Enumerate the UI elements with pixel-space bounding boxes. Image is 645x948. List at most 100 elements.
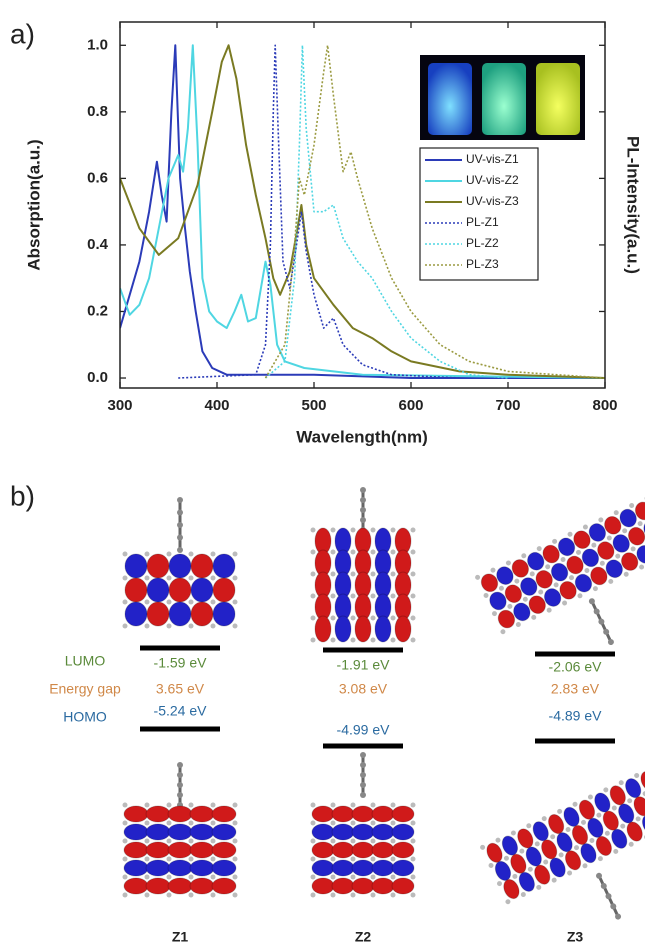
y-axis-title: Absorption(a.u.) (24, 139, 43, 270)
orbital-lobe (211, 823, 237, 841)
lumo-value: -1.91 eV (337, 657, 391, 673)
orbital-lobe (351, 805, 375, 823)
atom (350, 892, 356, 898)
atom (166, 575, 172, 581)
atom (608, 578, 614, 584)
atom (629, 502, 635, 508)
atom (370, 549, 376, 555)
orbital-lobe (123, 841, 149, 859)
atom (390, 838, 396, 844)
atom (529, 571, 535, 577)
orbital-lobe (351, 841, 375, 859)
atom (370, 593, 376, 599)
atom (536, 546, 542, 552)
atom (557, 808, 563, 814)
y-tick-label: 0.8 (87, 103, 108, 120)
orbital-lobe (605, 559, 623, 579)
atom (144, 820, 150, 826)
atom (520, 892, 526, 898)
atom (144, 575, 150, 581)
orbital-lobe (520, 577, 538, 596)
atom (166, 820, 172, 826)
atom (370, 856, 376, 862)
orbital-lobe (145, 859, 171, 877)
atom (410, 549, 416, 555)
data-line (178, 44, 460, 379)
atom (514, 578, 520, 584)
orbital-lobe (480, 573, 499, 593)
atom (615, 913, 622, 920)
atom (600, 882, 607, 889)
orbital-lobe (549, 857, 566, 878)
orbital-lobe (124, 577, 148, 603)
atom (232, 551, 238, 557)
atom (531, 614, 537, 620)
atom (370, 802, 376, 808)
atom (593, 608, 600, 615)
atom (577, 593, 583, 599)
orbital-lobe (511, 559, 530, 578)
atom (166, 599, 172, 605)
orbital-lobe (543, 588, 562, 607)
atom (370, 615, 376, 621)
atom (410, 615, 416, 621)
orbital-lobe (534, 864, 551, 885)
atom (210, 838, 216, 844)
orbital-lobe (311, 841, 335, 859)
orbital-lobe (167, 877, 193, 895)
orbital-lobe (211, 805, 237, 823)
atom (188, 856, 194, 862)
orbital-lobe (371, 841, 395, 859)
atom (596, 812, 602, 818)
orbital-lobe (211, 859, 237, 877)
orbital-lobe (189, 805, 215, 823)
atom (610, 903, 617, 910)
atom (232, 892, 238, 898)
atom (560, 557, 566, 563)
atom (370, 820, 376, 826)
atom (410, 856, 416, 862)
atom (210, 820, 216, 826)
orbital-lobe (513, 602, 531, 622)
orbital-lobe (504, 584, 523, 604)
atom (575, 549, 581, 555)
atom (545, 564, 551, 570)
atom (534, 841, 540, 847)
atom (310, 856, 316, 862)
atom (310, 593, 316, 599)
orbital-lobe (311, 859, 335, 877)
atom (177, 782, 183, 788)
atom (144, 551, 150, 557)
atom (188, 623, 194, 629)
atom (390, 593, 396, 599)
atom (144, 874, 150, 880)
atom (210, 599, 216, 605)
atom (480, 844, 486, 850)
atom (603, 628, 610, 635)
atom (350, 571, 356, 577)
atom (390, 874, 396, 880)
orbital-lobe (123, 823, 149, 841)
atom (232, 820, 238, 826)
legend-label: PL-Z3 (466, 257, 499, 271)
orbital-lobe (557, 537, 576, 557)
homo-value: -5.24 eV (154, 703, 208, 719)
orbital-lobe (123, 859, 149, 877)
atom (360, 792, 366, 798)
orbital-lobe (145, 877, 171, 895)
orbital-lobe (167, 859, 193, 877)
atom (310, 892, 316, 898)
orbital-lobe (145, 805, 171, 823)
orbital-lobe (189, 877, 215, 895)
atom (232, 874, 238, 880)
orbital-lobe (190, 553, 214, 579)
atom (122, 623, 128, 629)
orbital (310, 752, 416, 898)
orbital-lobe (145, 841, 171, 859)
atom (613, 848, 619, 854)
orbital-lobe (331, 805, 355, 823)
atom (210, 856, 216, 862)
atom (360, 487, 366, 493)
panel-label: b) (10, 480, 35, 511)
atom (177, 762, 183, 768)
